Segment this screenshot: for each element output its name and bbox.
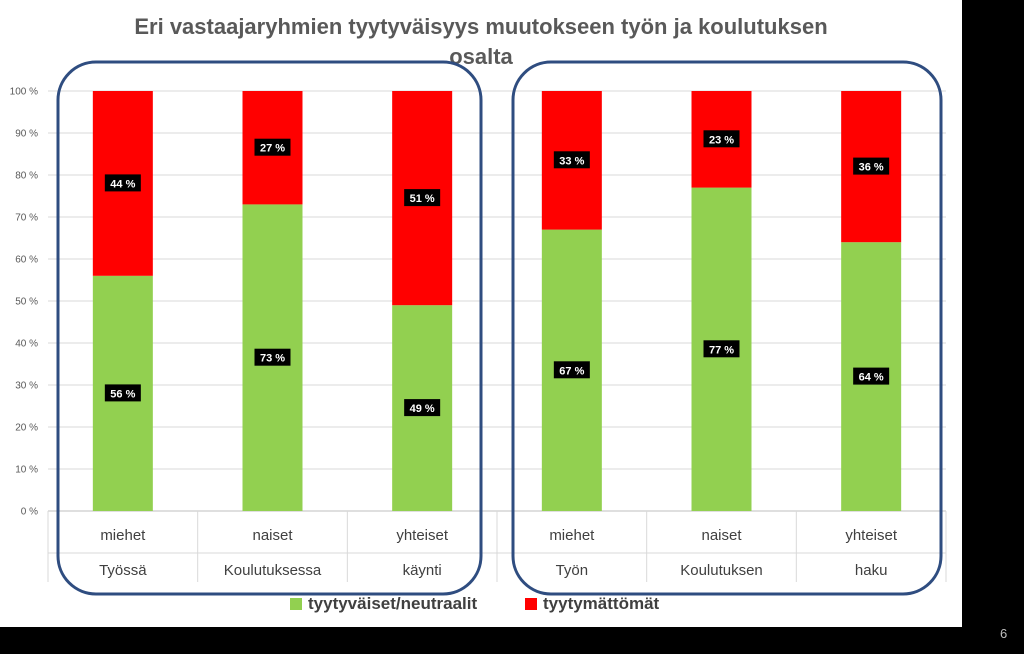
data-label-box-dissatisfied — [404, 189, 441, 207]
y-tick-label: 50 % — [15, 297, 38, 308]
y-tick-label: 20 % — [15, 423, 38, 434]
y-tick-label: 0 % — [21, 507, 38, 518]
group-outline-left — [56, 60, 483, 596]
group-label: haku — [855, 562, 888, 579]
legend-label-satisfied: tyytyväiset/neutraalit — [308, 594, 477, 613]
data-label-box-dissatisfied — [104, 174, 141, 192]
stacked-bar-chart: Eri vastaajaryhmien tyytyväisyys muutoks… — [10, 14, 947, 613]
category-label: naiset — [701, 527, 742, 544]
data-label-satisfied: 67 % — [559, 365, 584, 377]
y-tick-label: 70 % — [15, 213, 38, 224]
category-label: miehet — [549, 527, 595, 544]
data-label-dissatisfied: 23 % — [709, 134, 734, 146]
data-label-box-dissatisfied — [703, 130, 740, 148]
data-label-box-satisfied — [104, 384, 141, 402]
data-label-box-satisfied — [853, 367, 890, 385]
y-tick-label: 10 % — [15, 465, 38, 476]
group-label: käynti — [403, 562, 442, 579]
y-tick-label: 80 % — [15, 171, 38, 182]
y-tick-label: 30 % — [15, 381, 38, 392]
data-label-satisfied: 49 % — [410, 403, 435, 415]
data-label-satisfied: 56 % — [110, 388, 135, 400]
category-label: yhteiset — [396, 527, 449, 544]
data-label-satisfied: 64 % — [859, 372, 884, 384]
chart-title-line-1: Eri vastaajaryhmien tyytyväisyys muutoks… — [134, 14, 827, 39]
category-label: yhteiset — [845, 527, 898, 544]
data-label-box-satisfied — [404, 399, 441, 417]
data-label-satisfied: 73 % — [260, 353, 285, 365]
group-label: Työn — [556, 562, 589, 579]
data-label-box-satisfied — [254, 348, 291, 366]
category-label: naiset — [252, 527, 293, 544]
y-tick-label: 100 % — [10, 87, 38, 98]
y-tick-label: 40 % — [15, 339, 38, 350]
data-label-satisfied: 77 % — [709, 344, 734, 356]
category-label: miehet — [100, 527, 146, 544]
data-label-dissatisfied: 27 % — [260, 143, 285, 155]
data-label-box-satisfied — [553, 361, 590, 379]
data-label-dissatisfied: 36 % — [859, 162, 884, 174]
data-label-box-dissatisfied — [553, 151, 590, 169]
data-label-dissatisfied: 33 % — [559, 155, 584, 167]
legend-swatch-dissatisfied — [525, 598, 537, 610]
page-number: 6 — [1000, 626, 1008, 641]
data-label-dissatisfied: 44 % — [110, 178, 135, 190]
slide: Eri vastaajaryhmien tyytyväisyys muutoks… — [0, 0, 962, 627]
legend-label-dissatisfied: tyytymättömät — [543, 594, 660, 613]
group-label: Koulutuksen — [680, 562, 763, 579]
data-label-box-dissatisfied — [254, 138, 291, 156]
group-label: Koulutuksessa — [224, 562, 322, 579]
group-outline-right — [511, 60, 943, 596]
data-label-box-satisfied — [703, 340, 740, 358]
data-label-box-dissatisfied — [853, 157, 890, 175]
group-label: Työssä — [99, 562, 147, 579]
y-tick-label: 90 % — [15, 129, 38, 140]
y-tick-label: 60 % — [15, 255, 38, 266]
legend-swatch-satisfied — [290, 598, 302, 610]
data-label-dissatisfied: 51 % — [410, 193, 435, 205]
